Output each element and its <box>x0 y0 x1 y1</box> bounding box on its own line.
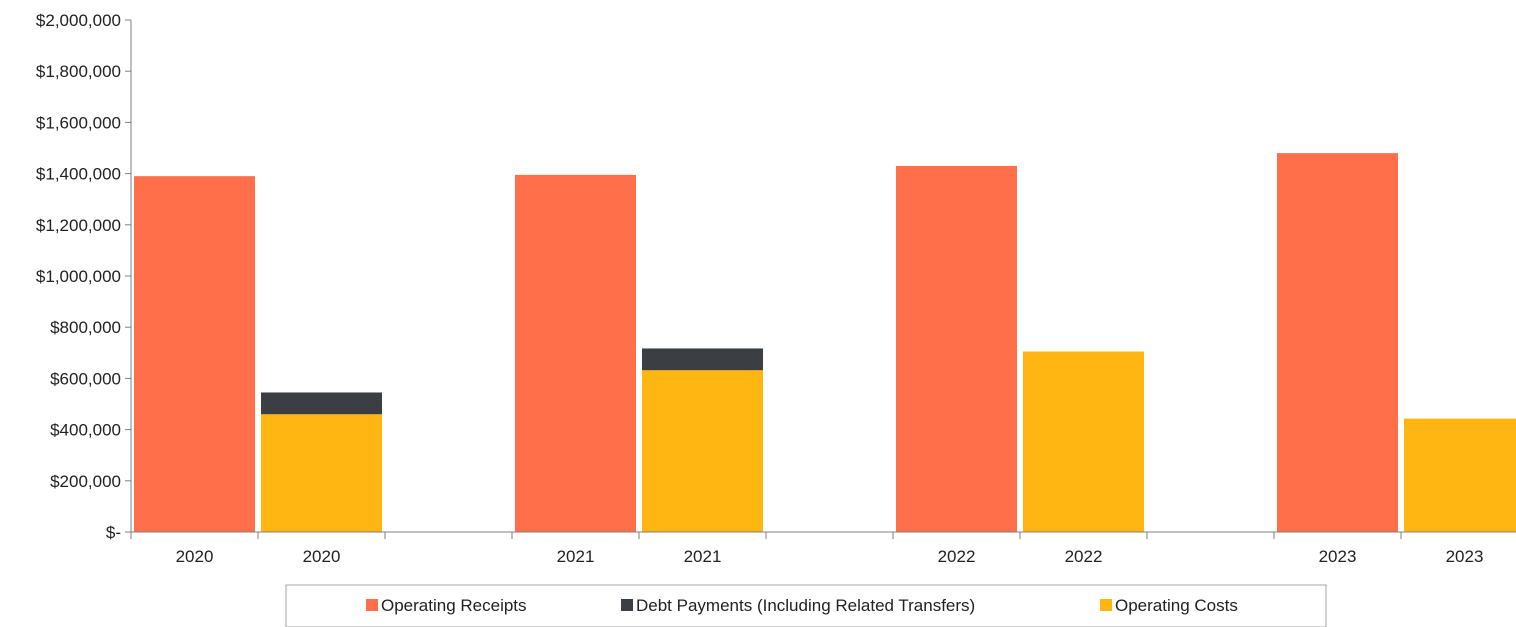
bar-operating-receipts-6 <box>1277 153 1398 532</box>
x-tick-label: 2021 <box>557 547 595 566</box>
legend-label-operating-costs: Operating Costs <box>1115 596 1238 615</box>
bar-operating-receipts-4 <box>896 165 1017 533</box>
axes-layer: $- $200,000 $400,000 $600,000 $800,000 $1,000… <box>36 11 1516 566</box>
legend-label-operating-receipts: Operating Receipts <box>381 596 527 615</box>
y-tick-label: $- <box>106 523 121 542</box>
y-tick-label: $800,000 <box>50 318 121 337</box>
bar-operating-costs-7 <box>1404 418 1516 532</box>
bar-debt-payments-including-related-transfers-3 <box>642 348 763 371</box>
legend-swatch-operating-costs <box>1100 599 1112 611</box>
x-tick-label: 2022 <box>938 547 976 566</box>
bar-operating-receipts-2 <box>515 174 636 532</box>
y-tick-label: $200,000 <box>50 472 121 491</box>
y-tick-label: $1,200,000 <box>36 216 121 235</box>
bar-operating-costs-3 <box>642 370 763 532</box>
x-tick-label: 2020 <box>176 547 214 566</box>
x-tick-label: 2022 <box>1065 547 1103 566</box>
legend-label-debt-payments-including-related-transfers: Debt Payments (Including Related Transfe… <box>636 596 975 615</box>
x-tick-label: 2023 <box>1319 547 1357 566</box>
y-tick-label: $1,600,000 <box>36 113 121 132</box>
x-tick-label: 2020 <box>303 547 341 566</box>
bars-layer <box>134 153 1516 533</box>
y-tick-label: $600,000 <box>50 369 121 388</box>
y-tick-label: $400,000 <box>50 421 121 440</box>
y-tick-label: $2,000,000 <box>36 11 121 30</box>
legend-box <box>285 584 1327 627</box>
legend-swatch-debt-payments-including-related-transfers <box>621 599 633 611</box>
bar-operating-costs-1 <box>261 414 382 532</box>
bar-operating-receipts-0 <box>134 176 255 532</box>
x-tick-label: 2023 <box>1446 547 1484 566</box>
y-tick-label: $1,400,000 <box>36 165 121 184</box>
legend-swatch-operating-receipts <box>366 599 378 611</box>
y-tick-label: $1,000,000 <box>36 267 121 286</box>
y-tick-label: $1,800,000 <box>36 62 121 81</box>
bar-operating-costs-5 <box>1023 351 1144 532</box>
x-tick-label: 2021 <box>684 547 722 566</box>
bar-debt-payments-including-related-transfers-1 <box>261 392 382 415</box>
legend: Operating Receipts Debt Payments (Includi… <box>285 584 1327 627</box>
